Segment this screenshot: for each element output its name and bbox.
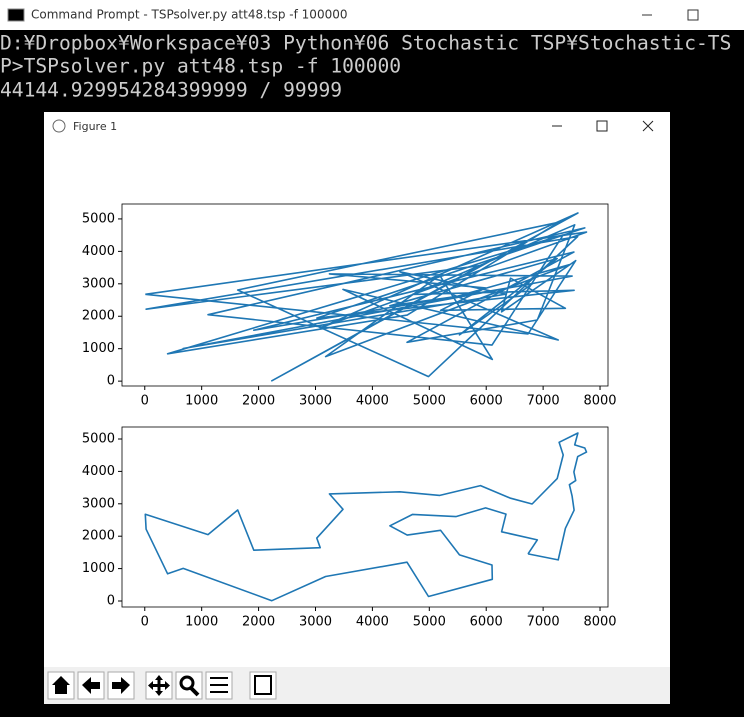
- console-line: 44144.929954284399999 / 99999: [0, 79, 342, 102]
- x-tick-label: 5000: [413, 394, 446, 409]
- y-tick-label: 2000: [82, 529, 115, 544]
- y-tick-label: 5000: [82, 431, 115, 446]
- console-title-bar: [0, 0, 744, 30]
- x-tick-label: 6000: [470, 394, 503, 409]
- x-tick-label: 7000: [527, 615, 560, 630]
- x-tick-label: 8000: [583, 394, 616, 409]
- tour-line: [145, 212, 588, 382]
- y-tick-label: 5000: [82, 211, 115, 226]
- x-tick-label: 0: [141, 615, 149, 630]
- x-tick-label: 1000: [185, 394, 218, 409]
- x-tick-label: 1000: [185, 615, 218, 630]
- save-icon: [254, 675, 272, 695]
- x-tick-label: 5000: [413, 615, 446, 630]
- figure-title: Figure 1: [73, 120, 117, 133]
- y-tick-label: 4000: [82, 464, 115, 479]
- x-tick-label: 2000: [242, 394, 275, 409]
- y-tick-label: 4000: [82, 244, 115, 259]
- forward-icon: [112, 677, 130, 694]
- y-tick-label: 3000: [82, 276, 115, 291]
- zoom-handle: [189, 686, 200, 697]
- pan-icon: [148, 675, 170, 696]
- tour-line: [144, 432, 588, 602]
- figure-maximize[interactable]: [596, 120, 608, 132]
- home-icon: [52, 676, 70, 694]
- x-tick-label: 3000: [299, 615, 332, 630]
- back-icon: [82, 677, 100, 694]
- configure-icon: [210, 677, 228, 693]
- x-tick-label: 4000: [356, 394, 389, 409]
- zoom-icon: [179, 675, 195, 691]
- console-line: D:¥Dropbox¥Workspace¥03 Python¥06 Stocha…: [0, 32, 731, 55]
- y-tick-label: 1000: [82, 341, 115, 356]
- x-tick-label: 4000: [356, 615, 389, 630]
- y-tick-label: 2000: [82, 309, 115, 324]
- console-icon: [7, 8, 25, 22]
- y-tick-label: 1000: [82, 561, 115, 576]
- y-tick-label: 3000: [82, 496, 115, 511]
- x-tick-label: 7000: [527, 394, 560, 409]
- x-tick-label: 0: [141, 394, 149, 409]
- axes-frame: [121, 426, 609, 608]
- x-tick-label: 6000: [470, 615, 503, 630]
- console-title: Command Prompt - TSPsolver.py att48.tsp …: [31, 8, 347, 22]
- x-tick-label: 8000: [583, 615, 616, 630]
- console-line: P>TSPsolver.py att48.tsp -f 100000: [0, 55, 401, 78]
- axes-frame: [121, 203, 609, 387]
- x-tick-label: 3000: [299, 394, 332, 409]
- figure-icon: [52, 119, 66, 133]
- toolbar-buttons: [47, 671, 277, 700]
- y-tick-label: 0: [107, 594, 115, 609]
- y-tick-label: 0: [107, 374, 115, 389]
- maximize-button[interactable]: [687, 9, 699, 21]
- figure-close[interactable]: [642, 120, 654, 132]
- toolbar: [44, 667, 670, 704]
- figure-window: [44, 112, 670, 704]
- x-tick-label: 2000: [242, 615, 275, 630]
